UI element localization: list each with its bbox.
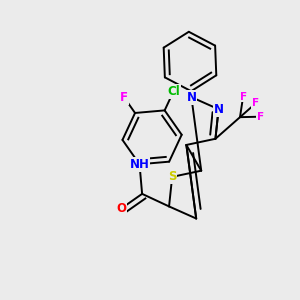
Text: F: F: [239, 92, 247, 102]
Text: F: F: [120, 91, 128, 104]
Text: N: N: [214, 103, 224, 116]
Text: NH: NH: [130, 158, 149, 171]
Text: O: O: [116, 202, 126, 215]
Text: F: F: [257, 112, 264, 122]
Text: Cl: Cl: [167, 85, 180, 98]
Text: S: S: [168, 170, 176, 183]
Text: N: N: [186, 91, 197, 103]
Text: F: F: [252, 98, 259, 108]
